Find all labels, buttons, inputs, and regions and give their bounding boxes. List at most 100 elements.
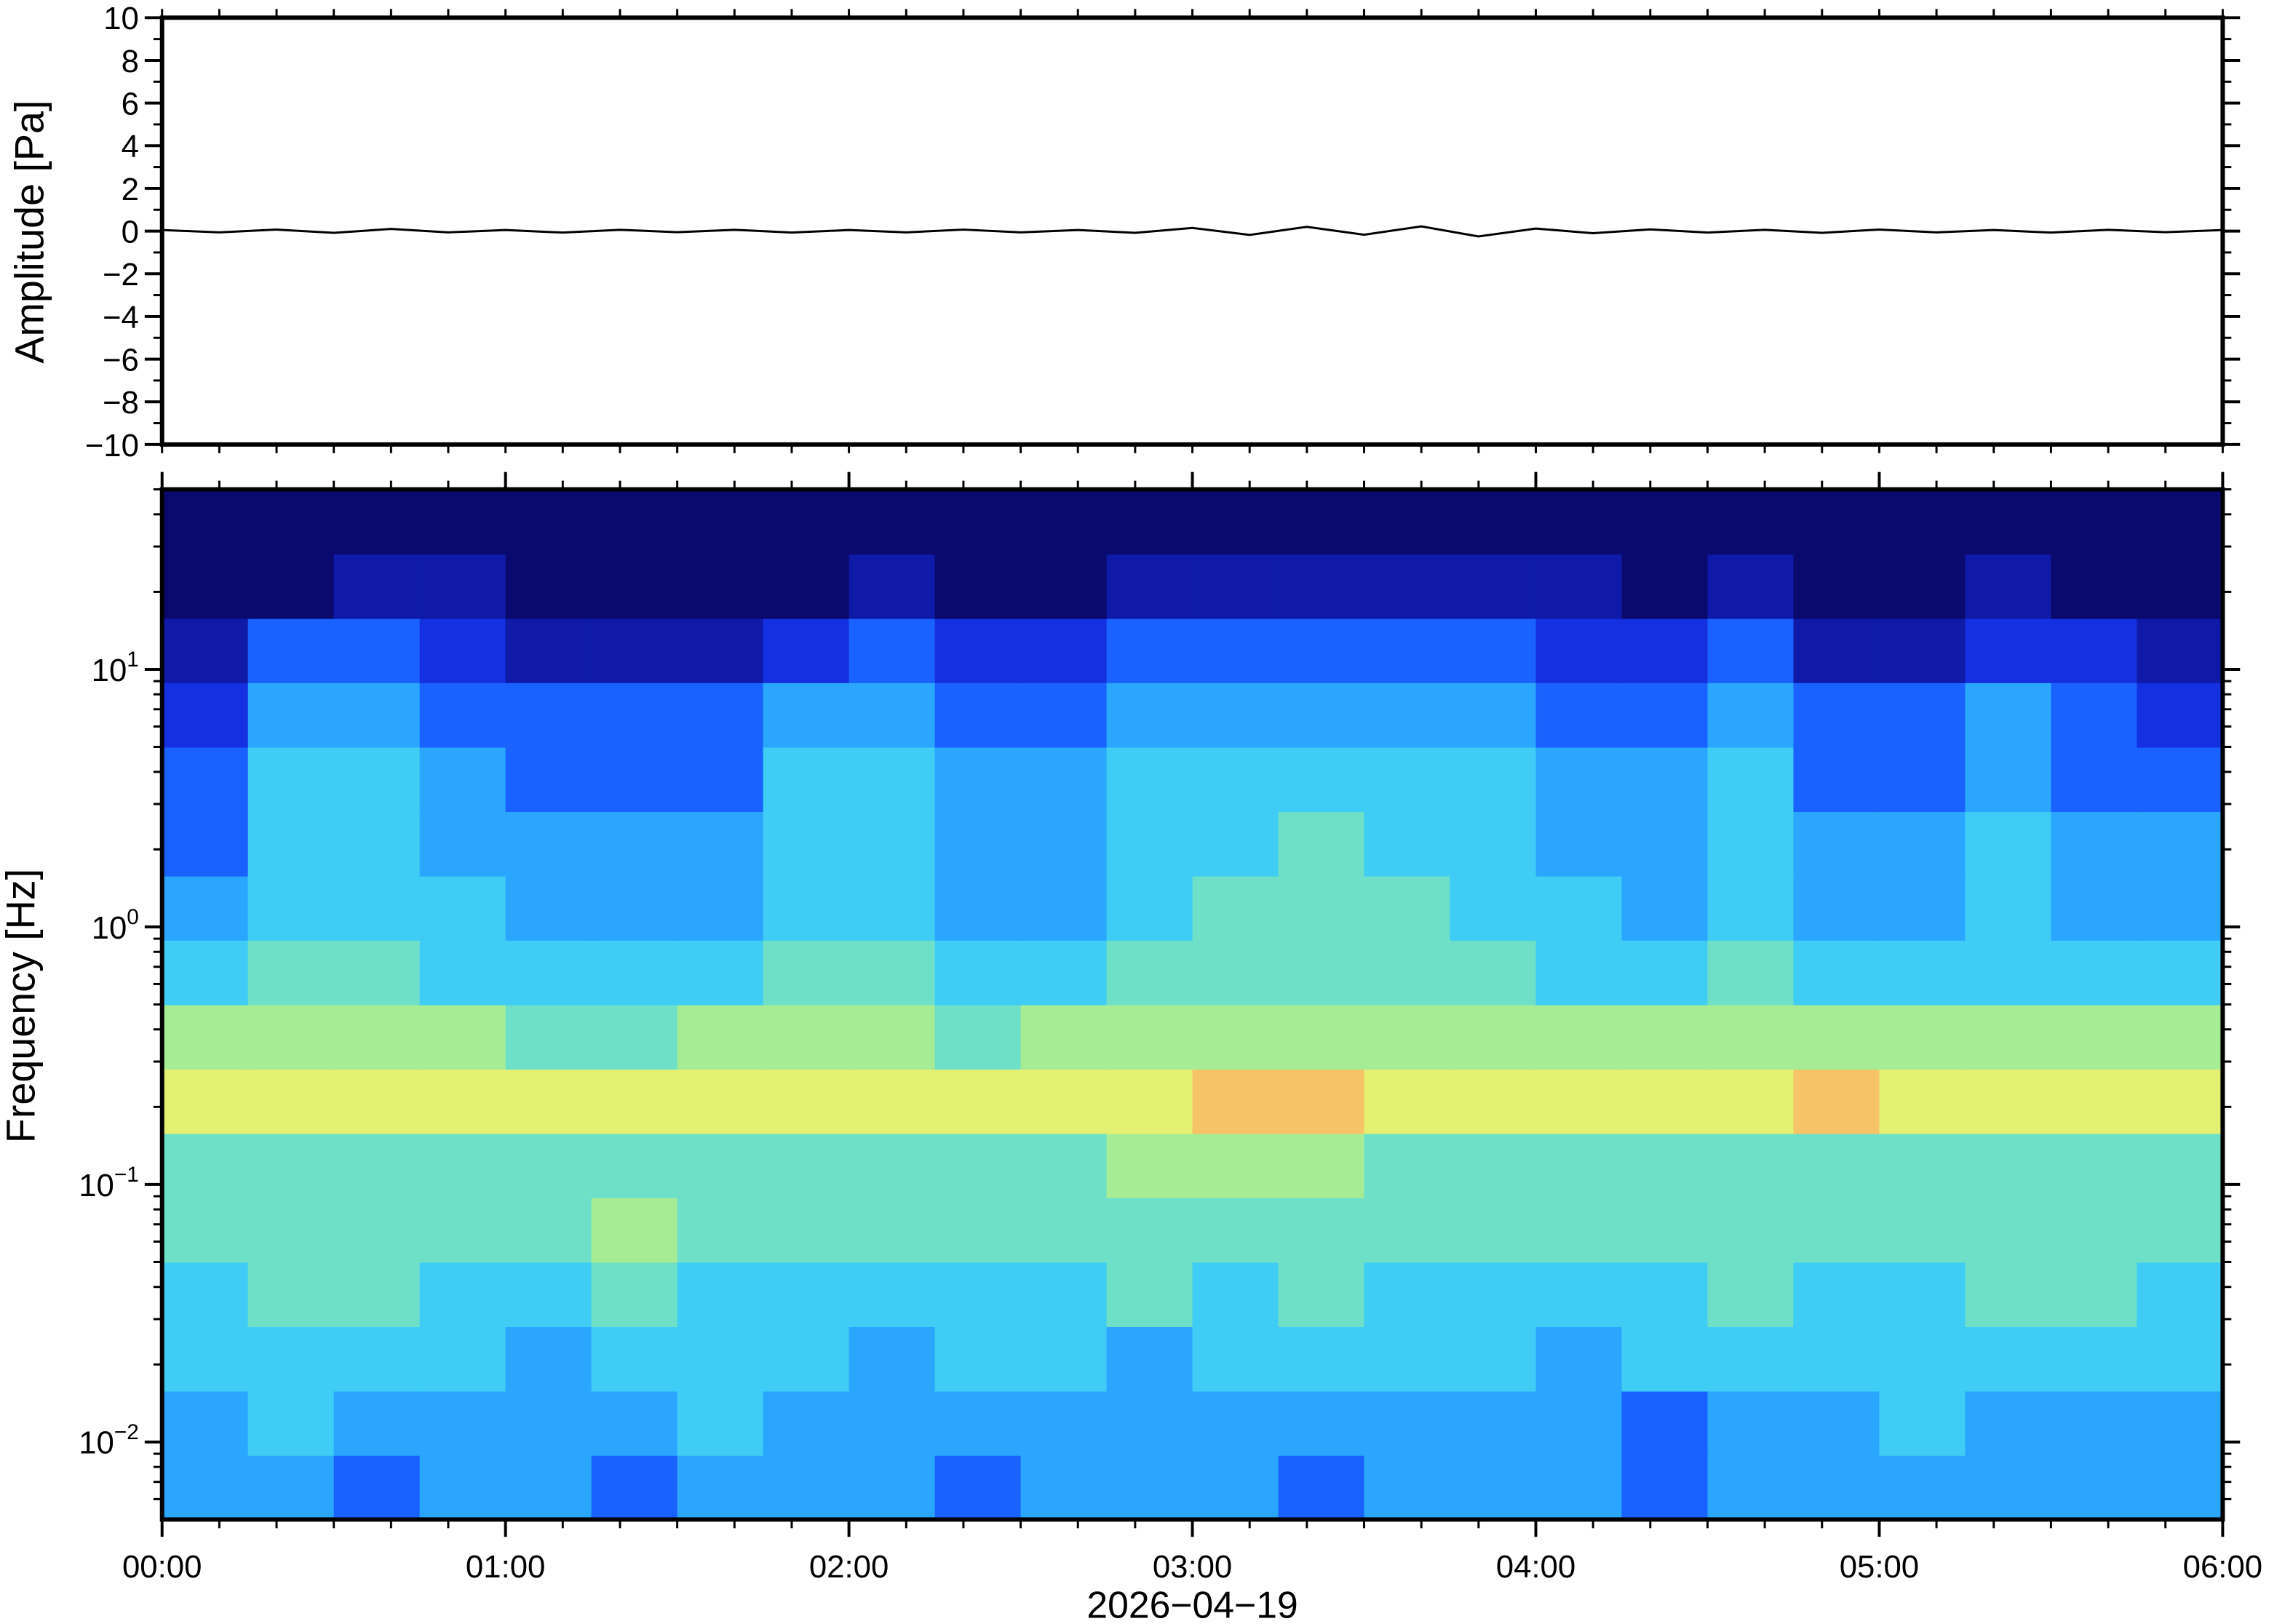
spectrogram-cell — [247, 1454, 335, 1521]
spectrogram-cell — [2051, 939, 2138, 1006]
spectrogram-cell — [591, 875, 678, 941]
spectrogram-cell — [1965, 811, 2052, 877]
spectrogram-cell — [1192, 554, 1279, 619]
spectrogram-cell — [1535, 875, 1623, 941]
spectrogram-cell — [763, 1004, 850, 1070]
spectrogram-cell — [505, 875, 592, 941]
spectrogram-cell — [505, 1133, 592, 1198]
spectrogram-cell — [1278, 1069, 1365, 1134]
spectrogram-cell — [1020, 1454, 1108, 1521]
spectrogram-cell — [1364, 618, 1451, 683]
spectrogram-cell — [1192, 682, 1279, 748]
spectrogram-cell — [162, 618, 249, 683]
spectrogram-cell — [505, 618, 592, 683]
spectrogram-cell — [1535, 1133, 1623, 1198]
spectrogram-cell — [1106, 1133, 1193, 1198]
waveform — [162, 225, 2223, 238]
spectrogram-cell — [1192, 1197, 1279, 1263]
spectrogram-cell — [2137, 618, 2224, 683]
spectrogram-cell — [1364, 1004, 1451, 1070]
spectrogram-cell — [677, 1069, 764, 1134]
spectrogram-cell — [419, 1133, 506, 1198]
spectrogram-cell — [1192, 1133, 1279, 1198]
spectrogram-cell — [1450, 489, 1537, 555]
spectrogram-cell — [333, 1004, 421, 1070]
spectrogram-cell — [849, 1069, 936, 1134]
spectrogram-cell — [419, 1262, 506, 1328]
spectrogram-cell — [1793, 875, 1880, 941]
spectrogram-cell — [849, 489, 936, 555]
spectrogram-cell — [2051, 1326, 2138, 1392]
spectrogram-cell — [162, 1069, 249, 1134]
spectrogram-cell — [1879, 1197, 1966, 1263]
spectrogram-cell — [1106, 811, 1193, 877]
y-tick-label: −10 — [85, 428, 139, 463]
spectrogram-cell — [1020, 747, 1108, 813]
spectrogram-cell — [333, 554, 421, 619]
spectrogram-cell — [2137, 1133, 2224, 1198]
spectrogram-cell — [1879, 1262, 1966, 1328]
spectrogram-cell — [1450, 939, 1537, 1006]
spectrogram-cell — [2051, 747, 2138, 813]
spectrogram-cell — [505, 811, 592, 877]
spectrogram-cell — [591, 939, 678, 1006]
spectrogram-cell — [2137, 1262, 2224, 1328]
spectrogram-cell — [2051, 1069, 2138, 1134]
spectrogram-cell — [1879, 1326, 1966, 1392]
spectrogram-cell — [162, 1133, 249, 1198]
y-tick-label: −2 — [103, 257, 139, 292]
spectrogram-cell — [419, 1454, 506, 1521]
spectrogram-cell — [1192, 939, 1279, 1006]
spectrogram-cell — [1364, 1454, 1451, 1521]
spectrogram-cell — [419, 554, 506, 619]
spectrogram-cell — [1192, 1390, 1279, 1456]
spectrogram-cell — [763, 489, 850, 555]
spectrogram-cell — [2137, 1197, 2224, 1263]
spectrogram-cell — [1535, 1004, 1623, 1070]
spectrogram-cell — [1535, 1262, 1623, 1328]
spectrogram-cell — [505, 1069, 592, 1134]
spectrogram-cell — [162, 939, 249, 1006]
spectrogram-cell — [934, 1004, 1022, 1070]
spectrogram-cell — [591, 747, 678, 813]
y-tick-label: 4 — [122, 129, 139, 164]
spectrogram-cell — [2137, 875, 2224, 941]
spectrogram-cell — [505, 1262, 592, 1328]
spectrogram-cell — [2137, 811, 2224, 877]
spectrogram-cell — [1106, 554, 1193, 619]
spectrogram-cell — [1621, 1069, 1709, 1134]
spectrogram-cell — [1450, 682, 1537, 748]
spectrogram-cell — [1965, 875, 2052, 941]
spectrogram-cell — [419, 1004, 506, 1070]
spectrogram-cell — [1364, 939, 1451, 1006]
spectrogram-cell — [934, 618, 1022, 683]
spectrogram-cell — [1535, 554, 1623, 619]
spectrogram-cell — [1965, 1326, 2052, 1392]
spectrogram-cell — [1192, 1004, 1279, 1070]
spectrogram-cell — [1106, 682, 1193, 748]
spectrogram-cell — [1707, 682, 1795, 748]
x-tick-label: 04:00 — [1496, 1549, 1575, 1585]
spectrogram-cell — [677, 875, 764, 941]
spectrogram-cell — [162, 554, 249, 619]
spectrogram-cell — [1106, 747, 1193, 813]
spectrogram-cell — [333, 618, 421, 683]
spectrogram-cell — [1450, 1004, 1537, 1070]
spectrogram-cell — [1535, 811, 1623, 877]
y-tick-label: 10−1 — [79, 1163, 139, 1203]
spectrogram-cell — [1364, 1133, 1451, 1198]
spectrogram-cell — [677, 1133, 764, 1198]
spectrogram-cell — [1793, 1326, 1880, 1392]
spectrogram-cell — [2051, 811, 2138, 877]
spectrogram-cell — [505, 1197, 592, 1263]
spectrogram-cell — [247, 618, 335, 683]
spectrogram-cell — [849, 1197, 936, 1263]
spectrogram-cell — [1707, 1133, 1795, 1198]
spectrogram-cell — [1278, 554, 1365, 619]
x-tick-label: 01:00 — [466, 1549, 545, 1585]
spectrogram-cell — [1278, 1262, 1365, 1328]
spectrogram-cell — [934, 489, 1022, 555]
spectrogram-cell — [1707, 1004, 1795, 1070]
spectrogram-cell — [849, 554, 936, 619]
spectrogram-cell — [333, 1133, 421, 1198]
